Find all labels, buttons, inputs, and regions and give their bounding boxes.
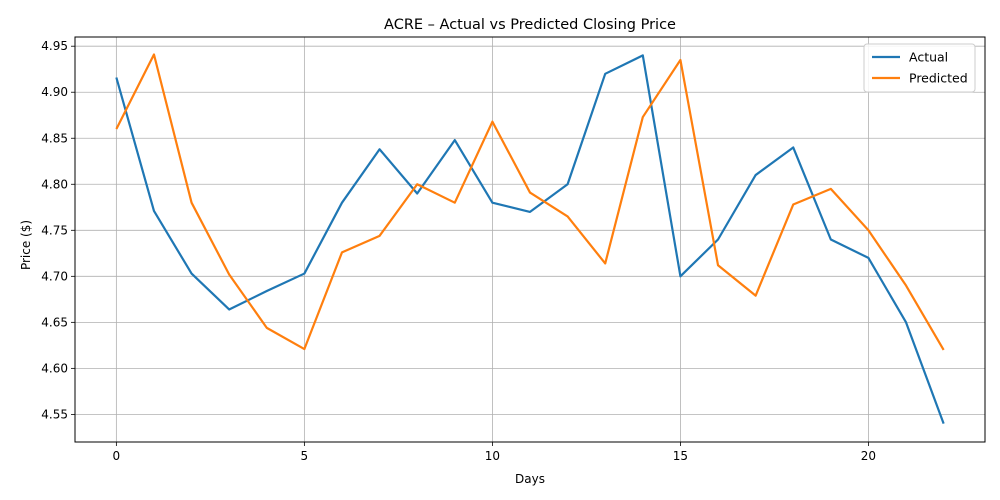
chart-title: ACRE – Actual vs Predicted Closing Price bbox=[384, 17, 676, 33]
series-line-actual bbox=[115, 54, 945, 424]
y-tick-label: 4.90 bbox=[41, 85, 68, 99]
y-tick-label: 4.70 bbox=[41, 269, 68, 283]
y-tick-label: 4.75 bbox=[41, 223, 68, 237]
y-tick-label: 4.55 bbox=[41, 407, 68, 421]
x-tick-label: 15 bbox=[673, 449, 688, 463]
x-axis-label: Days bbox=[515, 472, 545, 486]
series-line-predicted bbox=[115, 53, 945, 351]
x-tick-label: 5 bbox=[301, 449, 309, 463]
legend: Actual Predicted bbox=[863, 43, 976, 93]
grid bbox=[75, 37, 985, 442]
y-tick-label: 4.80 bbox=[41, 177, 68, 191]
axis-ticks: 0 5 10 15 20 4.55 4.60 4.65 4.70 4.75 4.80 4.85 4.90… bbox=[41, 39, 876, 463]
y-tick-label: 4.65 bbox=[41, 315, 68, 329]
plot-frame bbox=[74, 36, 986, 443]
series-lines bbox=[115, 53, 945, 424]
x-tick-label: 20 bbox=[861, 449, 876, 463]
x-tick-label: 0 bbox=[113, 449, 121, 463]
y-axis-label: Price ($) bbox=[19, 220, 33, 270]
legend-label-predicted: Predicted bbox=[909, 71, 968, 86]
legend-label-actual: Actual bbox=[909, 50, 948, 65]
y-tick-label: 4.60 bbox=[41, 361, 68, 375]
y-tick-label: 4.85 bbox=[41, 131, 68, 145]
y-tick-label: 4.95 bbox=[41, 39, 68, 53]
x-tick-label: 10 bbox=[485, 449, 500, 463]
